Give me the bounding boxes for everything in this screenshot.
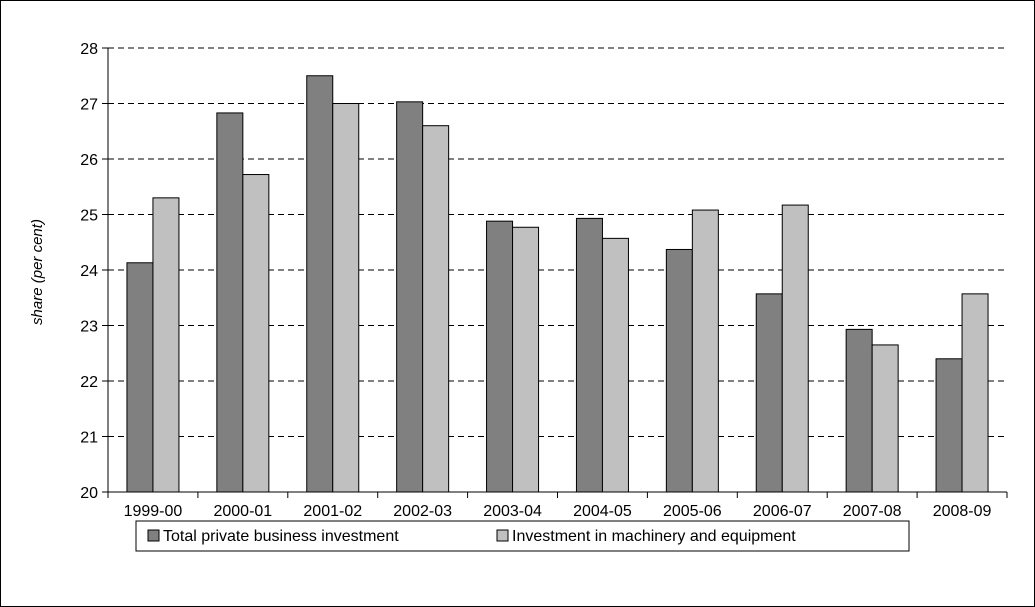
axes: 20 21 22 23 24 25 26 27 28 1999-00 2000-01 2001-02 2… [80,41,1008,520]
y-tick-label-20: 20 [80,485,98,502]
y-tick-label-27: 27 [80,97,98,114]
y-tick-label-25: 25 [80,208,98,225]
bar-total-private-business-investment-2002-03 [396,101,424,493]
bar-investment-in-machinery-and-equipment-2000-01 [242,174,270,493]
legend-label-investment-in-machinery-and-equipment: Investment in machinery and equipment [512,528,796,545]
bar-total-private-business-investment-2006-07 [755,293,783,493]
legend-label-total-private-business-investment: Total private business investment [163,528,399,545]
bar-total-private-business-investment-2008-09 [935,358,963,493]
x-tick-label-1999-00: 1999-00 [124,503,183,520]
x-tick-label-2006-07: 2006-07 [753,503,812,520]
x-tick-label-2004-05: 2004-05 [573,503,632,520]
x-tick-label-2001-02: 2001-02 [303,503,362,520]
bar-investment-in-machinery-and-equipment-2003-04 [512,226,540,493]
legend-swatch-investment-in-machinery-and-equipment [496,529,509,542]
bars [126,75,989,493]
bar-total-private-business-investment-2004-05 [575,217,603,493]
bar-total-private-business-investment-2000-01 [216,112,244,493]
y-tick-label-26: 26 [80,152,98,169]
x-tick-label-2005-06: 2005-06 [663,503,722,520]
bar-investment-in-machinery-and-equipment-2008-09 [961,293,989,493]
y-tick-label-28: 28 [80,41,98,58]
bar-investment-in-machinery-and-equipment-2002-03 [422,125,450,493]
bar-investment-in-machinery-and-equipment-2004-05 [601,237,629,493]
x-tick-label-2008-09: 2008-09 [933,503,992,520]
bar-total-private-business-investment-2005-06 [665,248,693,493]
x-tick-label-2000-01: 2000-01 [213,503,272,520]
x-tick-label-2003-04: 2003-04 [483,503,542,520]
y-tick-label-24: 24 [80,263,98,280]
bar-total-private-business-investment-2001-02 [306,75,334,493]
bar-total-private-business-investment-2003-04 [486,220,514,493]
bar-investment-in-machinery-and-equipment-2001-02 [332,103,360,493]
y-axis-title: share (per cent) [29,219,46,325]
x-tick-label-2007-08: 2007-08 [843,503,902,520]
y-tick-label-22: 22 [80,374,98,391]
legend-swatch-total-private-business-investment [147,529,160,542]
bar-investment-in-machinery-and-equipment-2007-08 [871,344,899,493]
bar-investment-in-machinery-and-equipment-2005-06 [691,209,719,493]
bar-investment-in-machinery-and-equipment-2006-07 [781,204,809,493]
legend: Total private business investment Invest… [135,520,910,552]
x-tick-label-2002-03: 2002-03 [393,503,452,520]
legend-box [135,520,910,552]
bar-total-private-business-investment-1999-00 [126,262,154,493]
y-tick-label-21: 21 [80,430,98,447]
y-tick-label-23: 23 [80,319,98,336]
bar-total-private-business-investment-2007-08 [845,328,873,493]
bar-investment-in-machinery-and-equipment-1999-00 [152,197,180,493]
